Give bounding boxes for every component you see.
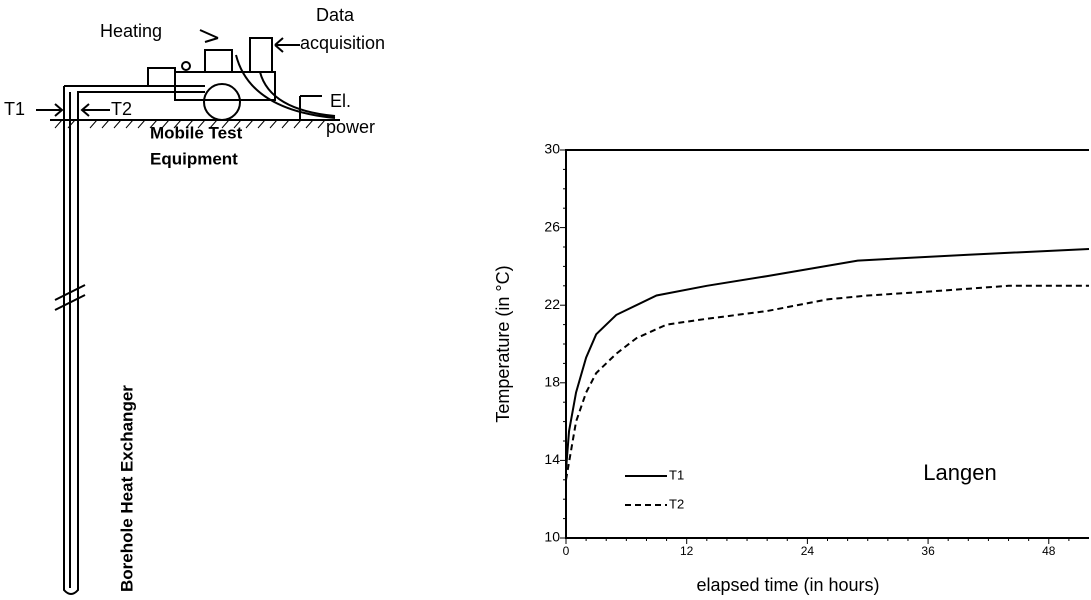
- axes: [565, 149, 1089, 539]
- x-tick-label: 12: [680, 544, 694, 558]
- chart: Temperature (in °C) elapsed time (in hou…: [493, 141, 1090, 595]
- t2-label: T2: [111, 99, 132, 119]
- y-tick-label: 30: [544, 141, 560, 157]
- series-line: [565, 284, 1089, 480]
- y-tick-label: 22: [544, 296, 560, 312]
- equipment-label: Mobile Test: [150, 123, 243, 142]
- break-mark: [54, 284, 86, 311]
- x-tick-label: 36: [921, 544, 935, 558]
- data-arrow: [274, 37, 300, 53]
- legend-label: T2: [669, 496, 684, 511]
- trailer-front: [147, 67, 176, 87]
- y-tick-label: 18: [544, 374, 560, 390]
- cables: [235, 54, 336, 120]
- exchanger-label: Borehole Heat Exchanger: [117, 385, 136, 592]
- power-label: power: [326, 117, 375, 137]
- y-tick-label: 14: [544, 451, 560, 467]
- x-axis-title: elapsed time (in hours): [696, 575, 879, 595]
- valve: [181, 61, 191, 71]
- wheel: [203, 83, 241, 121]
- diagram: Heating Data acquisition T1 T2 El. power…: [4, 5, 385, 595]
- x-tick-label: 24: [801, 544, 815, 558]
- data-unit: [249, 37, 273, 73]
- heating-arrow: [199, 29, 219, 43]
- y-axis-title: Temperature (in °C): [493, 265, 513, 422]
- y-tick-label: 10: [544, 529, 560, 545]
- power-label: El.: [330, 91, 351, 111]
- annotation: Langen: [923, 460, 996, 485]
- x-tick-label: 48: [1042, 544, 1056, 558]
- data-label: Data: [316, 5, 355, 25]
- x-tick-label: 0: [563, 544, 570, 558]
- sensor-arrows: [36, 103, 110, 117]
- t1-label: T1: [4, 99, 25, 119]
- series-line: [565, 247, 1090, 471]
- equipment-label: Equipment: [150, 149, 238, 168]
- legend-label: T1: [669, 467, 684, 482]
- ground-hatch: [54, 119, 326, 129]
- heating-label: Heating: [100, 21, 162, 41]
- heating-unit: [204, 49, 233, 73]
- acquisition-label: acquisition: [300, 33, 385, 53]
- y-tick-label: 26: [544, 218, 560, 234]
- borehole-pipe: [63, 85, 205, 595]
